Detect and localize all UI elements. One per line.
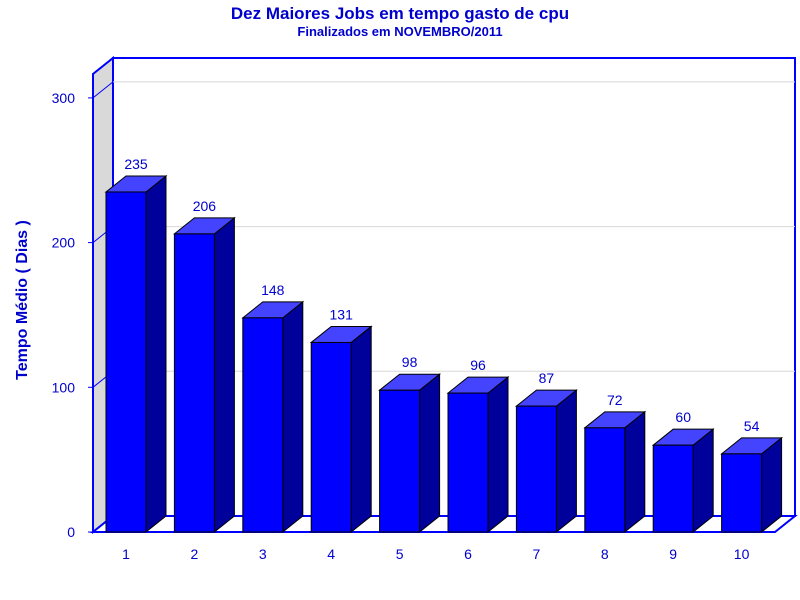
- bar-value-label: 54: [744, 418, 760, 434]
- bar-front: [515, 405, 557, 533]
- bar-value-label: 206: [193, 198, 217, 214]
- bar: [514, 389, 578, 534]
- x-tick-label: 3: [259, 546, 267, 562]
- bar-value-label: 96: [470, 357, 486, 373]
- bar-side: [419, 373, 441, 534]
- bar-side: [555, 389, 577, 534]
- x-tick-label: 1: [122, 546, 130, 562]
- bar-side: [213, 216, 235, 534]
- bar-value-label: 60: [675, 409, 691, 425]
- gridline-depth: [92, 81, 114, 99]
- bar: [241, 300, 305, 534]
- x-tick-label: 5: [396, 546, 404, 562]
- bar-front: [584, 427, 626, 533]
- bar-front: [242, 317, 284, 533]
- bar-value-label: 235: [124, 156, 148, 172]
- bar-front: [173, 233, 215, 533]
- chart-subtitle: Finalizados em NOVEMBRO/2011: [297, 24, 502, 39]
- x-tick-label: 7: [533, 546, 541, 562]
- bar: [309, 325, 373, 534]
- bar-front: [447, 392, 489, 533]
- x-tick-label: 6: [464, 546, 472, 562]
- bar-front: [721, 453, 763, 533]
- bar: [583, 410, 647, 534]
- y-tick-label: 200: [52, 235, 76, 251]
- bar-side: [624, 410, 646, 534]
- bar-value-label: 131: [330, 306, 354, 322]
- y-tick-label: 100: [52, 379, 76, 395]
- bar-front: [310, 341, 352, 533]
- bar-value-label: 148: [261, 282, 285, 298]
- bar: [720, 436, 784, 534]
- x-tick-label: 8: [601, 546, 609, 562]
- y-tick-label: 0: [67, 524, 75, 540]
- bar: [651, 428, 715, 534]
- bar-side: [350, 325, 372, 534]
- bar-side: [487, 376, 509, 534]
- x-tick-label: 10: [734, 546, 750, 562]
- y-tick-label: 300: [52, 90, 76, 106]
- bar-value-label: 87: [539, 370, 555, 386]
- x-tick-label: 4: [327, 546, 335, 562]
- bar: [446, 376, 510, 534]
- bar-side: [145, 174, 167, 534]
- x-tick-label: 9: [669, 546, 677, 562]
- chart-title: Dez Maiores Jobs em tempo gasto de cpu: [231, 4, 569, 23]
- bar-side: [282, 300, 304, 534]
- x-tick-label: 2: [191, 546, 199, 562]
- bar: [172, 216, 236, 534]
- bar: [378, 373, 442, 534]
- bar: [104, 174, 168, 534]
- bar-side: [692, 428, 714, 534]
- y-axis-ticks: 0 100 200 300: [52, 90, 93, 540]
- y-axis-label: Tempo Médio ( Dias ): [14, 220, 31, 380]
- bar-front: [652, 444, 694, 533]
- bars: 235 206 148 131 98 96 87 72 60 54: [104, 156, 784, 534]
- x-axis-ticks: 1 2 3 4 5 6 7 8 9 10: [122, 546, 749, 562]
- bar-value-label: 98: [402, 354, 418, 370]
- bar-front: [379, 389, 421, 533]
- bar-value-label: 72: [607, 392, 623, 408]
- bar-front: [105, 191, 147, 533]
